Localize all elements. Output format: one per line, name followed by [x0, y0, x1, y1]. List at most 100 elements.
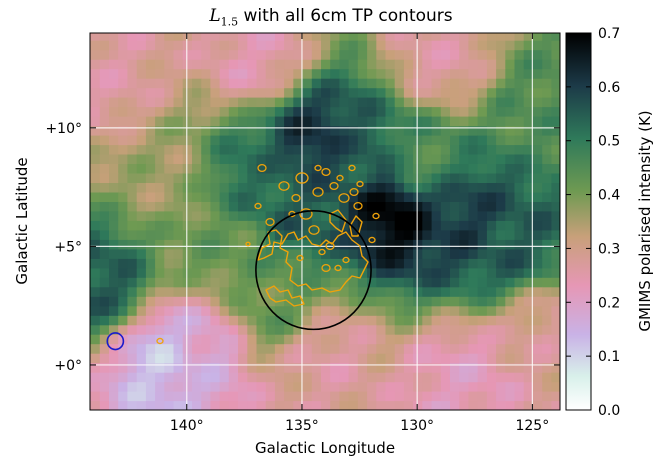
- heatmap-cell: [228, 286, 238, 297]
- heatmap-cell: [117, 343, 128, 354]
- heatmap-cell: [200, 210, 211, 221]
- heatmap-cell: [99, 33, 109, 41]
- heatmap-cell: [375, 125, 386, 136]
- heatmap-cell: [265, 97, 275, 108]
- heatmap-cell: [375, 201, 386, 212]
- heatmap-cell: [348, 144, 358, 155]
- heatmap-cell: [329, 362, 340, 373]
- heatmap-cell: [117, 172, 128, 183]
- heatmap-cell: [172, 353, 183, 364]
- contour-lower: [265, 285, 305, 307]
- heatmap-cell: [440, 97, 450, 108]
- heatmap-cell: [421, 182, 432, 193]
- heatmap-cell: [486, 144, 497, 155]
- heatmap-cell: [495, 267, 506, 278]
- heatmap-cell: [495, 116, 506, 127]
- heatmap-cell: [302, 220, 312, 231]
- heatmap-cell: [375, 353, 386, 364]
- heatmap-cell: [329, 400, 340, 410]
- heatmap-cell: [532, 286, 543, 297]
- heatmap-cell: [90, 229, 100, 240]
- heatmap-cell: [440, 277, 450, 288]
- heatmap-cell: [265, 248, 275, 259]
- heatmap-cell: [504, 163, 515, 174]
- heatmap-cell: [255, 334, 266, 345]
- heatmap-cell: [200, 305, 211, 316]
- heatmap-cell: [458, 172, 469, 183]
- contour-blob: [348, 164, 356, 172]
- heatmap-cell: [265, 87, 275, 98]
- heatmap-cell: [357, 391, 368, 402]
- heatmap-cell: [532, 33, 543, 41]
- heatmap-cell: [495, 286, 506, 297]
- heatmap-cell: [200, 135, 211, 146]
- heatmap-cell: [477, 201, 487, 212]
- heatmap-cell: [292, 334, 303, 345]
- heatmap-cell: [117, 78, 128, 89]
- heatmap-cell: [550, 362, 560, 373]
- heatmap-cell: [477, 49, 487, 60]
- heatmap-cell: [513, 153, 524, 164]
- heatmap-cell: [532, 334, 543, 345]
- heatmap-cell: [209, 258, 220, 269]
- heatmap-cell: [375, 372, 386, 383]
- heatmap-cell: [394, 68, 404, 79]
- heatmap-cell: [504, 391, 515, 402]
- heatmap-cell: [191, 248, 202, 259]
- heatmap-cell: [126, 135, 137, 146]
- heatmap-cell: [486, 372, 497, 383]
- heatmap-cell: [108, 229, 119, 240]
- heatmap-cell: [440, 172, 450, 183]
- heatmap-cell: [90, 144, 100, 155]
- heatmap-cell: [431, 324, 441, 335]
- heatmap-cell: [154, 362, 165, 373]
- contour-blob: [254, 202, 262, 210]
- heatmap-cell: [320, 400, 331, 410]
- heatmap-cell: [145, 135, 156, 146]
- heatmap-cell: [532, 400, 543, 410]
- heatmap-cell: [200, 381, 211, 392]
- heatmap-cell: [550, 40, 560, 51]
- heatmap-cell: [228, 324, 238, 335]
- heatmap-cell: [126, 400, 137, 410]
- heatmap-cell: [504, 153, 515, 164]
- heatmap-cell: [90, 68, 100, 79]
- heatmap-cell: [237, 49, 248, 60]
- heatmap-cell: [338, 286, 349, 297]
- heatmap-cell: [504, 68, 515, 79]
- heatmap-cell: [440, 135, 450, 146]
- heatmap-cell: [283, 229, 294, 240]
- heatmap-cell: [255, 381, 266, 392]
- heatmap-cell: [154, 182, 165, 193]
- heatmap-cell: [421, 116, 432, 127]
- heatmap-cell: [431, 135, 441, 146]
- heatmap-cell: [375, 305, 386, 316]
- heatmap-cell: [99, 229, 109, 240]
- heatmap-cell: [117, 201, 128, 212]
- heatmap-cell: [458, 59, 469, 70]
- heatmap-cell: [403, 182, 414, 193]
- beam-circle: [106, 332, 125, 351]
- heatmap-cell: [348, 229, 358, 240]
- heatmap-cell: [504, 239, 515, 250]
- heatmap-cell: [394, 49, 404, 60]
- heatmap-cell: [495, 172, 506, 183]
- heatmap-cell: [246, 324, 257, 335]
- heatmap-cell: [394, 220, 404, 231]
- heatmap-cell: [513, 106, 524, 117]
- heatmap-cell: [375, 324, 386, 335]
- heatmap-cell: [90, 163, 100, 174]
- heatmap-cell: [504, 201, 515, 212]
- heatmap-cell: [320, 116, 331, 127]
- heatmap-cell: [523, 324, 533, 335]
- heatmap-cell: [292, 343, 303, 354]
- heatmap-cell: [265, 315, 275, 326]
- heatmap-cell: [338, 78, 349, 89]
- heatmap-cell: [375, 267, 386, 278]
- heatmap-cell: [302, 78, 312, 89]
- heatmap-cell: [136, 277, 146, 288]
- heatmap-cell: [302, 125, 312, 136]
- heatmap-cell: [550, 305, 560, 316]
- heatmap-cell: [126, 391, 137, 402]
- heatmap-cell: [154, 210, 165, 221]
